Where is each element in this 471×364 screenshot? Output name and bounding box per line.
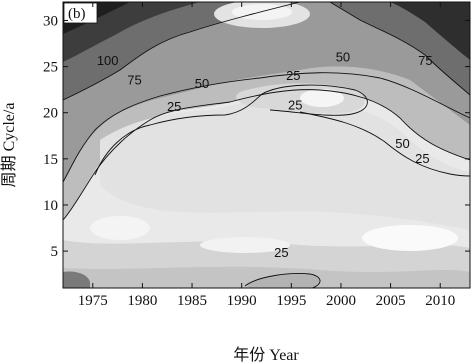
- contour-label: 25: [415, 151, 429, 166]
- contour-label: 75: [127, 72, 141, 87]
- contour-label: 50: [336, 49, 350, 64]
- y-tick-label: 10: [43, 198, 58, 214]
- panel-label: (b): [63, 2, 98, 24]
- contour-label: 50: [395, 136, 409, 151]
- contour-label: 25: [286, 68, 300, 83]
- contour-label: 75: [418, 53, 432, 68]
- plot-frame: [62, 1, 471, 289]
- y-axis-title: 周期 Cycle/a: [0, 103, 18, 188]
- y-tick-label: 15: [43, 152, 58, 168]
- x-tick-label: 2000: [326, 293, 356, 309]
- contour-label: 25: [288, 97, 302, 112]
- x-tick-label: 1975: [78, 293, 108, 309]
- y-tick-label: 25: [43, 60, 58, 76]
- y-axis: 5 10 15 20 25 30: [43, 13, 470, 260]
- contour-labels: 100 75 50 25 25 50 75 25 50 25 25: [97, 49, 433, 260]
- contour-label: 25: [274, 245, 288, 260]
- panel-label-text: (b): [68, 6, 86, 22]
- x-axis-title: 年份 Year: [233, 346, 299, 364]
- contour-label: 100: [97, 53, 119, 68]
- x-tick-label: 1995: [276, 293, 306, 309]
- y-tick-label: 20: [43, 106, 58, 122]
- x-tick-label: 1985: [177, 293, 207, 309]
- y-tick-label: 5: [51, 244, 59, 260]
- x-axis: 1975 1980 1985 1990 1995 2000 2005 2010: [78, 2, 455, 309]
- x-tick-label: 2005: [376, 293, 406, 309]
- contour-lines: [63, 2, 470, 288]
- contour-label: 25: [167, 99, 181, 114]
- contour-label: 50: [195, 76, 209, 91]
- x-tick-label: 1980: [127, 293, 157, 309]
- y-tick-label: 30: [43, 13, 58, 29]
- x-tick-label: 2010: [425, 293, 455, 309]
- x-tick-label: 1990: [227, 293, 257, 309]
